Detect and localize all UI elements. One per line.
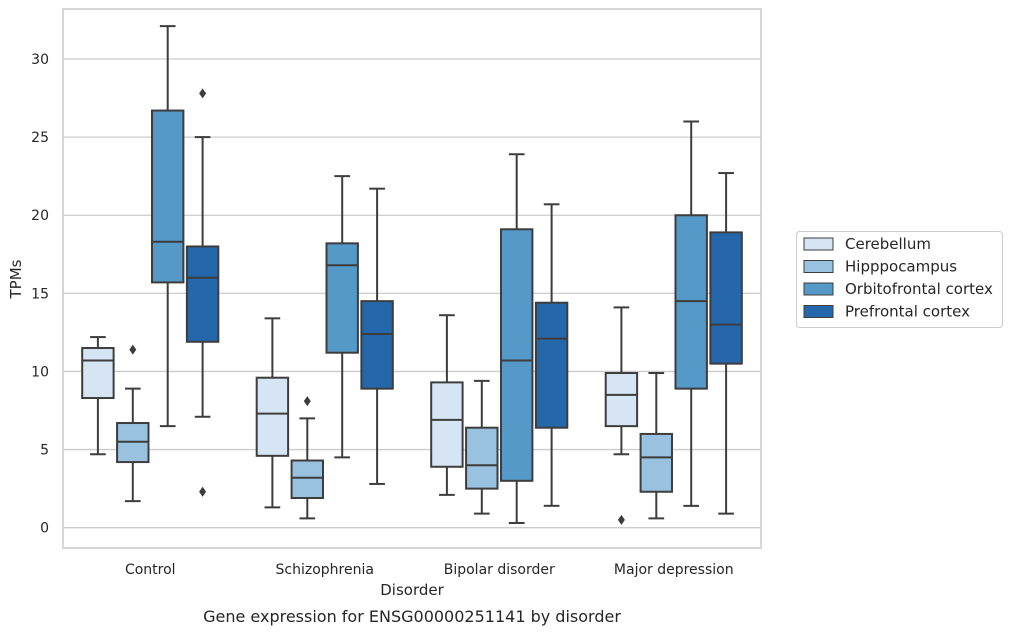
- box-plot: [325, 175, 359, 459]
- x-tick-labels: Control Schizophrenia Bipolar disorder Majo…: [125, 562, 734, 578]
- box-iqr: [465, 426, 499, 490]
- chart-title: Gene expression for ENSG00000251141 by d…: [203, 607, 621, 626]
- box-iqr: [430, 381, 464, 468]
- box-plot: [150, 25, 185, 428]
- legend-label: Cerebellum: [845, 235, 931, 253]
- box-plot: [604, 306, 639, 525]
- box-iqr: [255, 376, 290, 457]
- x-axis-title: Disorder: [380, 581, 444, 599]
- y-tick-label: 20: [31, 208, 49, 224]
- box-plot: [499, 153, 534, 525]
- legend-label: Orbitofrontal cortex: [845, 280, 993, 298]
- y-tick-labels: 0 5 10 15 20 25 30: [31, 52, 49, 537]
- legend-frame: [796, 231, 1003, 328]
- box-iqr: [150, 109, 185, 284]
- outlier-point: [303, 396, 311, 407]
- grid-lines: [63, 58, 761, 529]
- box-iqr: [290, 459, 325, 500]
- y-tick-label: 5: [40, 443, 49, 459]
- box-iqr: [185, 245, 220, 343]
- y-tick-label: 10: [31, 364, 49, 380]
- box-plot: [465, 379, 499, 515]
- legend-swatch: [803, 260, 834, 273]
- box-groups: [81, 25, 743, 525]
- legend-label: Hipppocampus: [845, 258, 957, 276]
- box-iqr: [639, 432, 674, 493]
- legend-swatch: [803, 282, 834, 296]
- y-tick-label: 15: [31, 286, 49, 302]
- y-tick-label: 30: [31, 52, 49, 68]
- box-plot: [290, 396, 325, 520]
- x-tick-label: Control: [125, 562, 176, 578]
- box-plot: [81, 336, 115, 456]
- box-plot: [674, 120, 708, 507]
- box-plot: [185, 88, 220, 497]
- legend-swatch: [803, 237, 834, 251]
- box-iqr: [325, 242, 359, 354]
- y-tick-label: 0: [40, 521, 49, 537]
- outlier-point: [199, 88, 207, 99]
- legend-swatch: [803, 305, 834, 318]
- box-plot: [255, 317, 290, 509]
- outlier-point: [199, 486, 207, 497]
- box-iqr: [360, 300, 394, 390]
- x-tick-label: Schizophrenia: [276, 562, 374, 578]
- legend: Cerebellum Hipppocampus Orbitofrontal cort…: [796, 231, 1003, 328]
- box-plot: [116, 344, 150, 503]
- y-axis-title: TPMs: [7, 259, 25, 299]
- outlier-point: [129, 344, 137, 355]
- box-iqr: [81, 347, 115, 400]
- box-plot: [639, 372, 674, 520]
- box-iqr: [534, 301, 569, 429]
- box-iqr: [499, 228, 534, 482]
- x-tick-label: Bipolar disorder: [444, 562, 555, 578]
- plot-frame: [62, 8, 762, 549]
- x-tick-label: Major depression: [614, 562, 734, 578]
- box-plot: [709, 172, 743, 515]
- box-iqr: [604, 372, 639, 428]
- box-plot: [534, 203, 569, 507]
- y-tick-label: 25: [31, 130, 49, 146]
- box-plot: [360, 187, 394, 485]
- box-iqr: [709, 231, 743, 365]
- outlier-point: [617, 514, 625, 525]
- box-plot: [430, 314, 464, 496]
- legend-label: Prefrontal cortex: [845, 303, 970, 321]
